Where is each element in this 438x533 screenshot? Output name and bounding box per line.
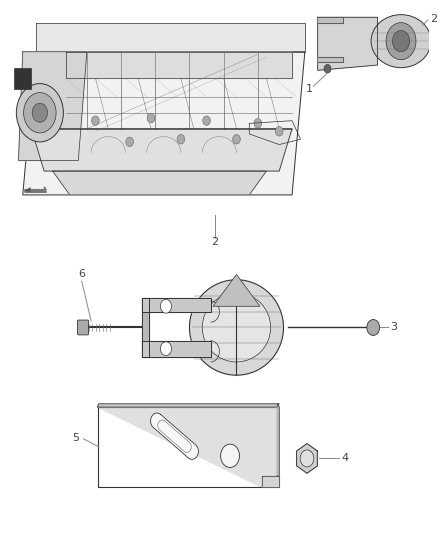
Text: 5: 5 [72, 433, 79, 443]
Text: 3: 3 [390, 322, 397, 333]
Circle shape [300, 450, 314, 467]
Polygon shape [53, 171, 266, 195]
Circle shape [16, 84, 64, 142]
Polygon shape [151, 413, 198, 459]
Polygon shape [213, 274, 260, 306]
Circle shape [254, 118, 261, 128]
Text: 6: 6 [78, 269, 85, 279]
Circle shape [126, 137, 134, 147]
Ellipse shape [190, 280, 283, 375]
Ellipse shape [202, 293, 271, 362]
Polygon shape [98, 407, 277, 487]
Circle shape [276, 126, 283, 136]
Circle shape [160, 342, 172, 356]
Circle shape [392, 30, 410, 52]
Polygon shape [318, 17, 343, 22]
Circle shape [147, 114, 155, 123]
Circle shape [221, 444, 240, 467]
Circle shape [233, 134, 240, 144]
Polygon shape [142, 298, 211, 312]
Polygon shape [297, 443, 318, 473]
Circle shape [324, 64, 331, 73]
Text: 2: 2 [430, 14, 437, 24]
Polygon shape [262, 476, 279, 487]
Polygon shape [98, 404, 279, 407]
Polygon shape [35, 22, 305, 52]
Text: 4: 4 [341, 454, 348, 463]
Polygon shape [277, 404, 279, 476]
Polygon shape [31, 128, 292, 171]
Polygon shape [23, 52, 305, 195]
Polygon shape [25, 188, 31, 192]
Ellipse shape [371, 14, 431, 68]
Bar [14, 68, 31, 89]
Circle shape [160, 300, 172, 313]
Circle shape [24, 93, 56, 133]
Circle shape [386, 22, 416, 60]
Text: 1: 1 [306, 84, 313, 94]
Polygon shape [318, 17, 378, 70]
FancyBboxPatch shape [78, 320, 88, 335]
Circle shape [367, 319, 380, 335]
Polygon shape [142, 341, 211, 357]
Polygon shape [318, 57, 343, 62]
Polygon shape [18, 52, 87, 160]
Circle shape [32, 103, 48, 122]
Text: 2: 2 [212, 237, 219, 247]
Circle shape [92, 116, 99, 125]
Polygon shape [25, 187, 46, 192]
Circle shape [177, 134, 185, 144]
Circle shape [203, 116, 210, 125]
Polygon shape [66, 52, 292, 78]
Polygon shape [142, 298, 149, 357]
